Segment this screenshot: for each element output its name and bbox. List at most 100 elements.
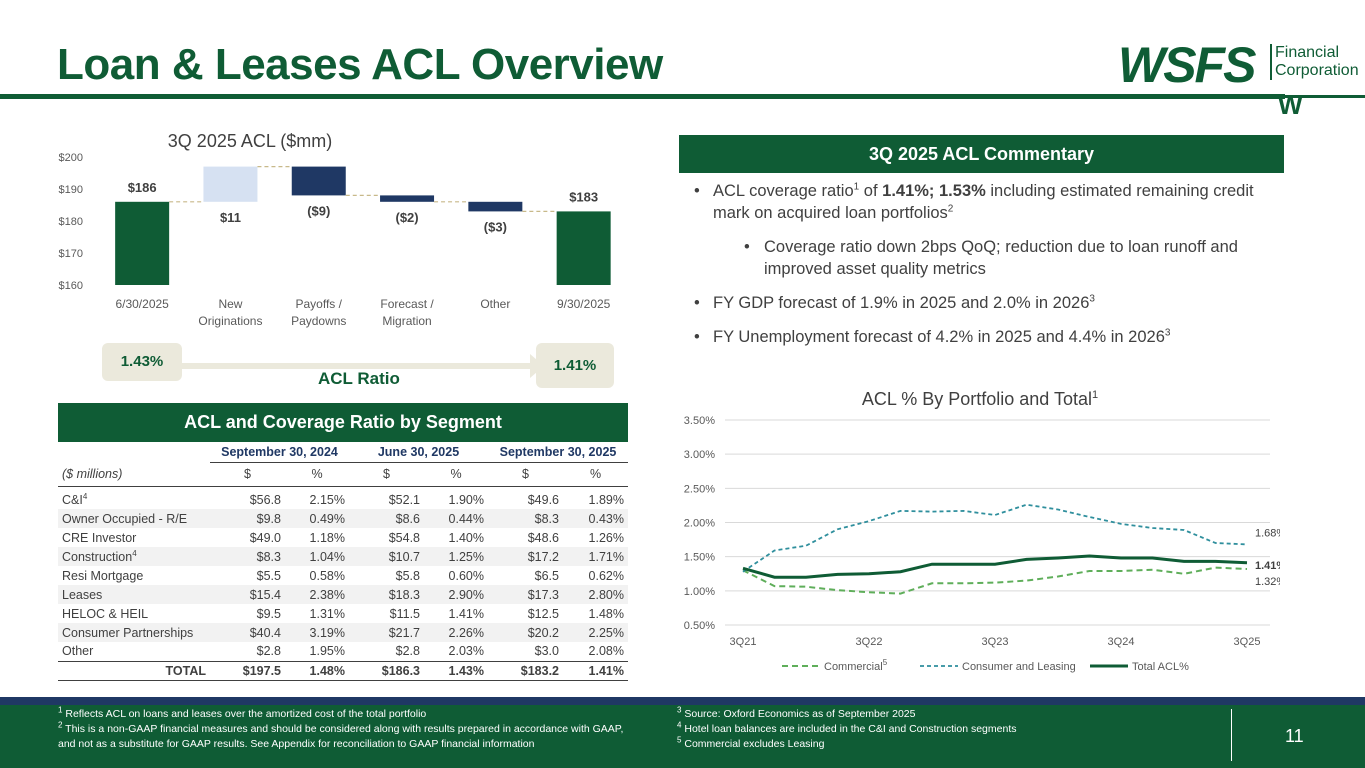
segment-name: Leases (58, 585, 210, 604)
segment-name: CRE Investor (62, 530, 137, 545)
pct-cell: 1.31% (309, 606, 345, 621)
dollar-cell: $48.6 (527, 530, 559, 545)
waterfall-bar (291, 166, 346, 196)
units-label: ($ millions) (58, 462, 210, 487)
dollar-cell: $40.4 (210, 623, 285, 642)
series-line (742, 503, 1248, 573)
y-tick-label: 0.50% (684, 620, 715, 632)
dollar-cell: $9.8 (210, 509, 285, 528)
acl-ratio-arrow (182, 363, 537, 369)
segment-table: September 30, 2024 June 30, 2025 Septemb… (58, 442, 628, 681)
waterfall-value-label: $11 (220, 210, 241, 225)
legend-label: Commercial5 (824, 658, 888, 673)
pct-cell: 1.41% (563, 660, 628, 681)
dollar-cell: $9.5 (256, 606, 281, 621)
dollar-cell: $52.1 (388, 492, 420, 507)
pct-cell: 1.90% (448, 492, 484, 507)
footnote: 2 This is a non-GAAP financial measures … (58, 720, 624, 750)
y-tick-label: 3.50% (684, 415, 715, 427)
pct-cell: 0.60% (448, 568, 484, 583)
logo-subtitle: Financial Corporation (1270, 44, 1359, 80)
pct-cell: 1.26% (588, 530, 624, 545)
legend-label: Total ACL% (1132, 661, 1189, 673)
table-row: C&I4 $56.8 2.15% $52.1 1.90% $49.6 1.89% (58, 486, 628, 509)
col-header-pct: % (563, 462, 628, 487)
pct-cell: 0.58% (309, 568, 345, 583)
waterfall-value-label: ($2) (395, 210, 418, 225)
dollar-cell: $15.4 (210, 585, 285, 604)
title-rule (0, 94, 1285, 99)
waterfall-bar (115, 201, 170, 285)
segment-name: Resi Mortgage (62, 568, 144, 583)
commentary-bullet-qoq: Coverage ratio down 2bps QoQ; reduction … (694, 236, 1284, 280)
waterfall-bar (380, 195, 435, 202)
x-tick-label: 3Q23 (982, 636, 1009, 648)
waterfall-value-label: $186 (128, 180, 157, 195)
acl-ratio-end: 1.41% (536, 343, 614, 388)
col-header-pct: % (285, 462, 349, 487)
y-tick-label: 2.50% (684, 483, 715, 495)
acl-by-portfolio-chart: ACL % By Portfolio and Total1 0.50% 1.00% 1… (684, 389, 1280, 673)
series-end-label: 1.68% (1255, 527, 1280, 539)
footer-divider (1231, 709, 1232, 761)
series-line (742, 554, 1248, 579)
table-row: Owner Occupied - R/E $9.8 0.49% $8.6 0.44% $8… (58, 509, 628, 528)
table-total-row: TOTAL $197.5 1.48% $186.3 1.43% $183.2 1.41% (58, 660, 628, 681)
pct-cell: 2.80% (563, 585, 628, 604)
chart-title: ACL % By Portfolio and Total1 (862, 389, 1098, 409)
segment-name: Owner Occupied - R/E (58, 509, 210, 528)
dollar-cell: $8.3 (488, 509, 563, 528)
segment-name: Construction4 (58, 547, 210, 566)
chart-title: 3Q 2025 ACL ($mm) (168, 131, 332, 151)
pct-cell: 1.48% (588, 606, 624, 621)
period-header: September 30, 2024 (210, 442, 349, 463)
dollar-cell: $186.3 (349, 660, 424, 681)
dollar-cell: $17.2 (488, 547, 563, 566)
pct-cell: 1.89% (588, 492, 624, 507)
pct-cell: 2.03% (448, 644, 484, 659)
waterfall-value-label: ($3) (484, 219, 507, 234)
footnotes-right: 3 Source: Oxford Economics as of Septemb… (677, 705, 1177, 752)
table-row: Consumer Partnerships $40.4 3.19% $21.7 2.26… (58, 623, 628, 642)
acl-waterfall-chart: 3Q 2025 ACL ($mm) $160 $170 $180 $190 $200 $18… (59, 131, 611, 328)
pct-cell: 0.44% (424, 509, 488, 528)
y-tick-label: $190 (59, 184, 83, 196)
pct-cell: 1.71% (563, 547, 628, 566)
footnote: 1 Reflects ACL on loans and leases over … (58, 705, 427, 720)
dollar-cell: $3.0 (534, 644, 559, 659)
logo-wordmark: WSFS (1118, 37, 1256, 93)
table-row: Construction4 $8.3 1.04% $10.7 1.25% $17.2 1.7… (58, 547, 628, 566)
y-tick-label: 1.50% (684, 552, 715, 564)
series-line (742, 566, 1248, 595)
footnote: 5 Commercial excludes Leasing (677, 735, 825, 750)
pct-cell: 1.48% (285, 660, 349, 681)
pct-cell: 2.38% (285, 585, 349, 604)
segment-table-header: ACL and Coverage Ratio by Segment (58, 403, 628, 442)
commentary-bullet-gdp: FY GDP forecast of 1.9% in 2025 and 2.0%… (694, 292, 1284, 314)
dollar-cell: $8.3 (210, 547, 285, 566)
footnote: 3 Source: Oxford Economics as of Septemb… (677, 705, 916, 720)
period-header: June 30, 2025 (349, 442, 488, 463)
dollar-cell: $11.5 (389, 606, 420, 621)
pct-cell: 1.25% (424, 547, 488, 566)
col-header-dollar: $ (210, 462, 285, 487)
y-tick-label: 2.00% (684, 518, 715, 530)
pct-cell: 2.26% (424, 623, 488, 642)
table-row: Leases $15.4 2.38% $18.3 2.90% $17.3 2.80% (58, 585, 628, 604)
x-category-label: Payoffs / Paydowns (291, 297, 346, 328)
waterfall-value-label: $183 (569, 189, 598, 204)
x-tick-label: 3Q21 (730, 636, 757, 648)
acl-ratio-start: 1.43% (102, 343, 182, 381)
dollar-cell: $2.8 (395, 644, 420, 659)
waterfall-bar (203, 166, 258, 202)
y-tick-label: $200 (59, 152, 83, 164)
table-row: Other $2.8 1.95% $2.8 2.03% $3.0 2.08% (58, 642, 628, 661)
title-rule-right (1285, 95, 1365, 98)
col-header-dollar: $ (488, 462, 563, 487)
series-end-label: 1.41% (1255, 560, 1280, 572)
dollar-cell: $183.2 (488, 660, 563, 681)
pct-cell: 1.18% (309, 530, 345, 545)
segment-name: HELOC & HEIL (62, 606, 149, 621)
company-logo: WSFS Financial Corporation W (1118, 37, 1359, 120)
dollar-cell: $197.5 (210, 660, 285, 681)
